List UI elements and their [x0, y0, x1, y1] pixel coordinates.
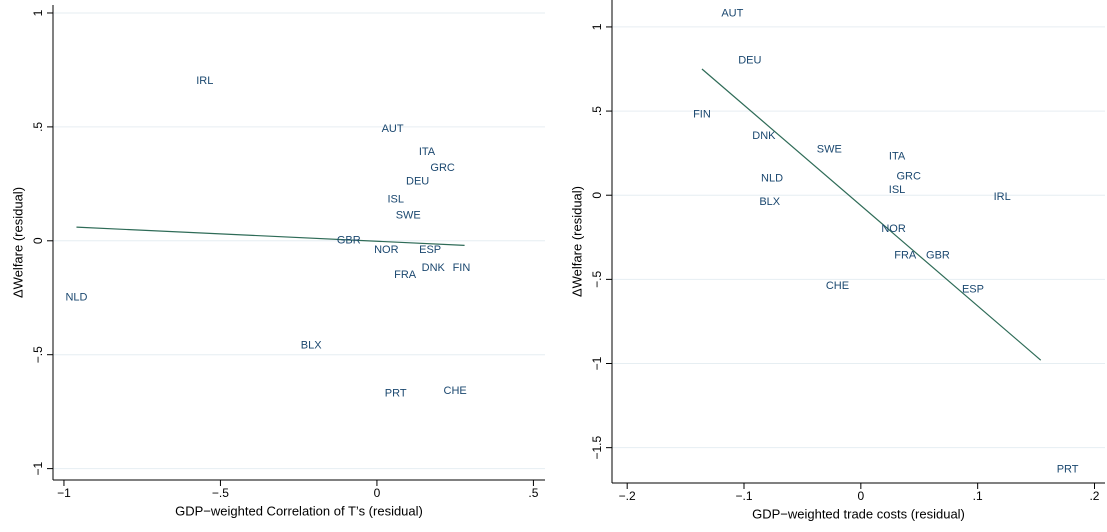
y-tick-label: −1: [31, 461, 45, 475]
y-tick-label: .5: [31, 122, 45, 132]
point-label: NOR: [374, 244, 399, 256]
point-label: FIN: [453, 262, 471, 274]
point-label: IRL: [196, 75, 213, 87]
point-label: ESP: [962, 283, 984, 295]
point-label: PRT: [385, 387, 407, 399]
y-tick-label: 1: [31, 9, 45, 16]
point-label: DEU: [738, 54, 761, 66]
x-tick-label: .1: [973, 489, 983, 503]
point-label: ISL: [387, 194, 404, 206]
y-tick-label: .5: [590, 106, 604, 116]
point-label: BLX: [759, 196, 780, 208]
point-label: GRC: [430, 162, 455, 174]
y-tick-label: 1: [590, 23, 604, 30]
point-label: AUT: [721, 7, 743, 19]
x-tick-label: 0: [857, 489, 864, 503]
x-axis-label: GDP−weighted Correlation of T’s (residua…: [175, 503, 423, 518]
x-tick-label: −1: [57, 486, 71, 500]
point-label: FRA: [894, 250, 917, 262]
point-label: GRC: [897, 171, 922, 183]
y-tick-label: −1: [590, 356, 604, 370]
fit-line: [76, 226, 465, 246]
y-axis-label: ΔWelfare (residual): [10, 187, 25, 298]
x-tick-label: −.5: [212, 486, 229, 500]
point-label: DNK: [422, 262, 446, 274]
point-label: SWE: [396, 210, 421, 222]
point-label: FRA: [394, 269, 417, 281]
x-tick-label: .5: [528, 486, 538, 500]
x-tick-label: .2: [1089, 489, 1099, 503]
point-label: GBR: [337, 235, 361, 247]
point-label: ITA: [889, 150, 906, 162]
point-label: BLX: [301, 339, 322, 351]
y-tick-label: −.5: [31, 346, 45, 363]
point-label: ESP: [419, 244, 441, 256]
x-tick-label: 0: [374, 486, 381, 500]
point-label: DEU: [406, 175, 429, 187]
y-tick-label: −1.5: [590, 435, 604, 459]
point-label: FIN: [693, 108, 711, 120]
point-label: ISL: [889, 184, 906, 196]
point-label: DNK: [752, 130, 776, 142]
x-tick-label: −.2: [619, 489, 636, 503]
y-tick-label: 0: [31, 237, 45, 244]
point-label: NLD: [761, 172, 783, 184]
point-label: PRT: [1057, 463, 1079, 475]
y-axis-label: ΔWelfare (residual): [569, 186, 584, 297]
y-tick-label: −.5: [590, 271, 604, 288]
fit-line: [701, 68, 1042, 361]
point-label: AUT: [382, 123, 404, 135]
point-label: CHE: [444, 385, 467, 397]
point-label: IRL: [994, 191, 1011, 203]
x-axis-label: GDP−weighted trade costs (residual): [752, 506, 965, 521]
x-tick-label: −.1: [736, 489, 753, 503]
y-tick-label: 0: [590, 192, 604, 199]
point-label: ITA: [419, 146, 436, 158]
point-label: CHE: [826, 280, 849, 292]
point-label: SWE: [817, 144, 842, 156]
point-label: GBR: [926, 250, 950, 262]
point-label: NLD: [65, 292, 87, 304]
point-label: NOR: [881, 223, 906, 235]
